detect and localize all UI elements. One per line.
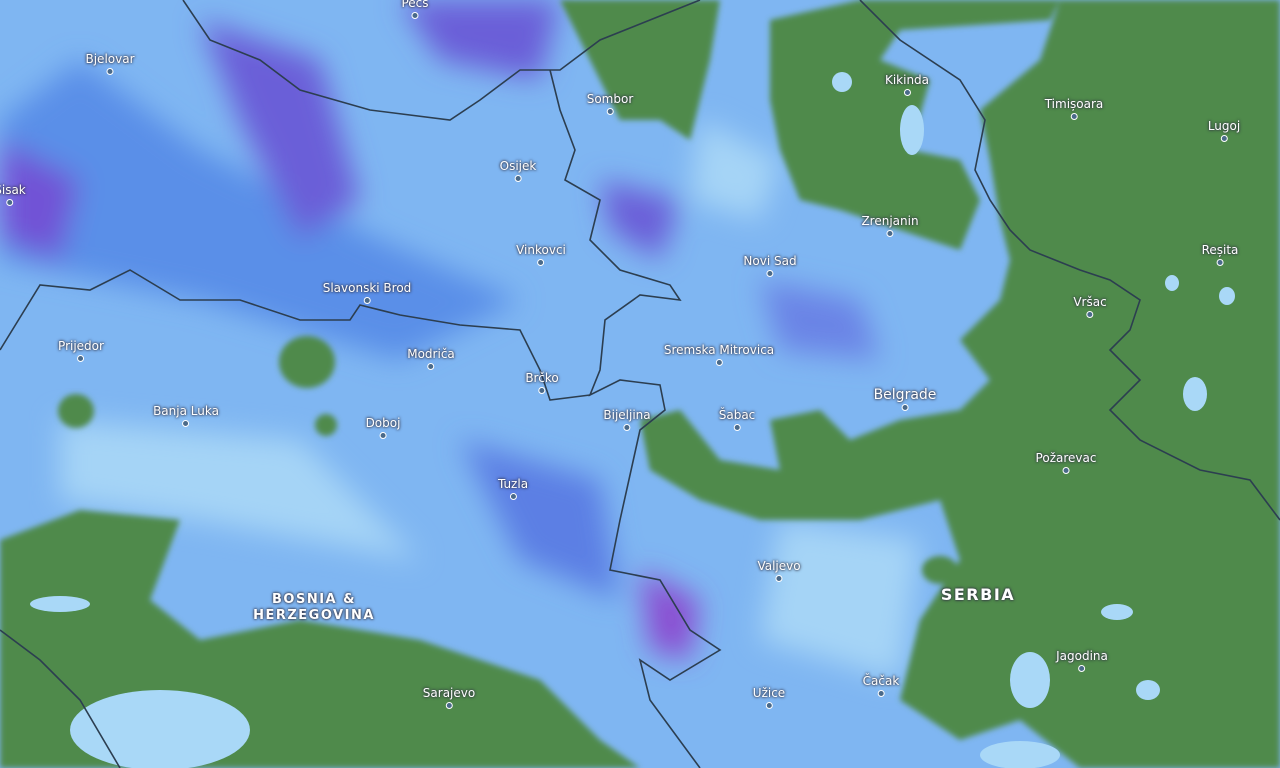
city-label: Jagodina: [1056, 649, 1108, 672]
city-name: Vinkovci: [516, 243, 566, 257]
city-dot: [1062, 467, 1070, 474]
city-dot: [606, 108, 614, 115]
city-dot: [1216, 259, 1224, 266]
city-label: Kikinda: [885, 73, 929, 96]
city-name: Modriča: [407, 347, 455, 361]
city-label: Požarevac: [1035, 451, 1097, 474]
city-dot: [6, 199, 14, 206]
city-label: Sarajevo: [423, 686, 475, 709]
city-label: Doboj: [365, 416, 401, 439]
city-name: Valjevo: [757, 559, 801, 573]
city-label: Prijedor: [58, 339, 104, 362]
city-label: Novi Sad: [743, 254, 797, 277]
city-dot: [106, 68, 114, 75]
city-label: Vinkovci: [516, 243, 566, 266]
country-name-line1: BOSNIA &: [272, 592, 356, 607]
city-dot: [509, 493, 517, 500]
city-name: Slavonski Brod: [322, 281, 412, 295]
city-dot: [1086, 311, 1094, 318]
city-name: Sremska Mitrovica: [663, 343, 775, 357]
city-dot: [363, 297, 371, 304]
city-dot: [775, 575, 783, 582]
city-name: Tuzla: [497, 477, 529, 491]
city-name: Bjelovar: [85, 52, 135, 66]
city-name: Čačak: [862, 674, 900, 688]
city-name: Kikinda: [884, 73, 930, 87]
city-name: Šabac: [718, 408, 756, 422]
city-name: Osijek: [499, 159, 537, 173]
city-name: Sisak: [0, 183, 26, 197]
city-name: Belgrade: [873, 387, 937, 403]
city-label: Užice: [753, 686, 785, 709]
city-dot: [903, 89, 911, 96]
city-label: Zrenjanin: [861, 214, 919, 237]
city-label: Belgrade: [873, 387, 937, 411]
city-label: Sombor: [586, 92, 634, 115]
city-dot: [427, 363, 435, 370]
city-label: Timișoara: [1044, 97, 1104, 120]
city-name: Pécs: [401, 0, 429, 10]
city-dot: [877, 690, 885, 697]
city-dot: [623, 424, 631, 431]
city-name: Sombor: [586, 92, 634, 106]
city-name: Jagodina: [1056, 649, 1108, 663]
city-dot: [765, 702, 773, 709]
city-label: Reșita: [1201, 243, 1239, 266]
city-label: Slavonski Brod: [322, 281, 412, 304]
city-name: Banja Luka: [153, 404, 219, 418]
city-name: Reșita: [1201, 243, 1239, 257]
city-dot: [1078, 665, 1086, 672]
city-dot: [886, 230, 894, 237]
city-label: Sisak: [0, 183, 26, 206]
city-dot: [411, 12, 419, 19]
country-name: SERBIA: [940, 585, 1016, 604]
city-name: Lugoj: [1207, 119, 1241, 133]
rain-intensity: [0, 0, 920, 680]
city-dot: [766, 270, 774, 277]
city-label: Banja Luka: [153, 404, 219, 427]
city-name: Brčko: [525, 371, 559, 385]
city-label: Šabac: [718, 408, 756, 431]
city-label: Modriča: [407, 347, 455, 370]
city-dot: [715, 359, 723, 366]
city-label: Vršac: [1073, 295, 1107, 318]
city-dot: [182, 420, 190, 427]
city-label: Valjevo: [757, 559, 801, 582]
city-name: Zrenjanin: [861, 214, 919, 228]
country-name-line2: HERZEGOVINA: [253, 608, 375, 623]
city-dot: [77, 355, 85, 362]
city-dot: [901, 404, 909, 411]
city-dot: [514, 175, 522, 182]
city-dot: [1070, 113, 1078, 120]
city-dot: [733, 424, 741, 431]
city-name: Vršac: [1073, 295, 1107, 309]
city-name: Sarajevo: [422, 686, 476, 700]
city-label: Pécs: [401, 0, 429, 19]
rain-patches-east: [30, 72, 1235, 768]
city-label: Bijeljina: [603, 408, 651, 431]
city-name: Užice: [752, 686, 786, 700]
city-dot: [1220, 135, 1228, 142]
city-label: Bjelovar: [85, 52, 135, 75]
city-name: Prijedor: [58, 339, 104, 353]
city-name: Bijeljina: [603, 408, 651, 422]
city-label: Osijek: [499, 159, 537, 182]
city-dot: [445, 702, 453, 709]
city-name: Doboj: [365, 416, 401, 430]
city-dot: [379, 432, 387, 439]
city-label: Brčko: [525, 371, 559, 394]
city-label: Lugoj: [1208, 119, 1240, 142]
city-label: Tuzla: [498, 477, 528, 500]
country-label-bosnia: BOSNIA & HERZEGOVINA: [253, 592, 375, 624]
city-dot: [538, 387, 546, 394]
city-label: Sremska Mitrovica: [664, 343, 774, 366]
city-dot: [537, 259, 545, 266]
city-label: Čačak: [862, 674, 900, 697]
city-name: Timișoara: [1044, 97, 1104, 111]
country-label-serbia: SERBIA: [941, 587, 1015, 603]
city-name: Novi Sad: [743, 254, 797, 268]
city-name: Požarevac: [1035, 451, 1097, 465]
